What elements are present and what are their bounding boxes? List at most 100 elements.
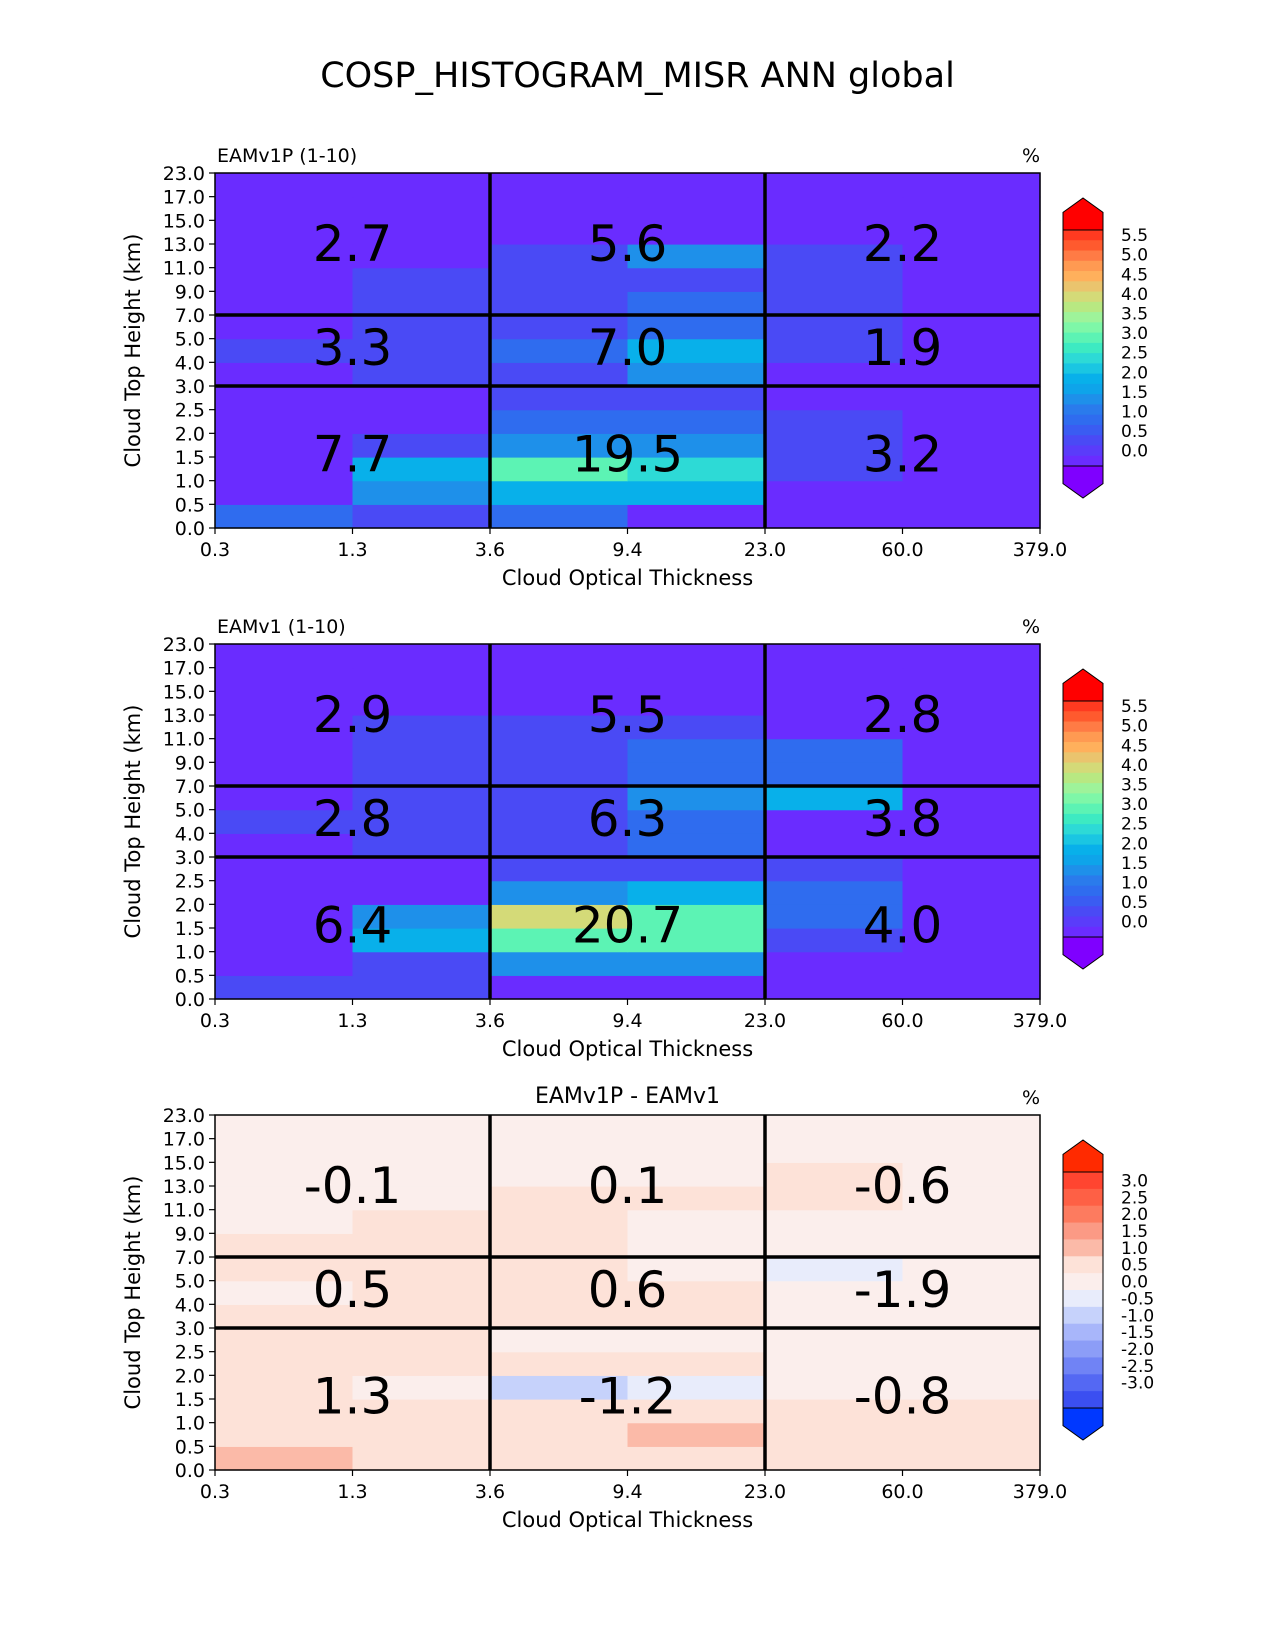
panel3-cell [352, 1138, 491, 1163]
panel3-colorbar-segment [1063, 1323, 1103, 1342]
panel2-colorbar-segment [1063, 895, 1103, 907]
panel3-cell [490, 1280, 629, 1305]
panel2-cell [215, 951, 354, 976]
panel2-cell [627, 691, 766, 716]
panel3-cell [765, 1209, 904, 1234]
panel3-cell [352, 1115, 491, 1140]
panel2-title: EAMv1 (1-10) [217, 616, 346, 638]
panel3-x-tick-label: 3.6 [475, 1481, 505, 1503]
panel2-cell [215, 975, 354, 1000]
panel1-cell [352, 433, 491, 458]
panel2-group-sum-label: 6.4 [313, 897, 393, 955]
panel2-cell [490, 951, 629, 976]
panel2-colorbar-tick-label: 1.5 [1121, 854, 1148, 874]
panel3-y-tick-label: 3.0 [175, 1318, 205, 1340]
panel2-cell [765, 880, 904, 905]
panel3-cell [490, 1304, 629, 1329]
panel1-cell [627, 244, 766, 269]
panel2-cell [352, 833, 491, 858]
panel1-cell [765, 267, 904, 292]
panel2-x-tick-label: 0.3 [200, 1010, 230, 1032]
panel2-colorbar-tick-label: 4.0 [1121, 756, 1148, 776]
panel3-x-tick-label: 60.0 [881, 1481, 923, 1503]
panel1-cell [902, 338, 1041, 363]
panel2-colorbar-segment [1063, 844, 1103, 856]
panel3-cell [215, 1162, 354, 1187]
panel1-y-tick-label: 15.0 [163, 210, 205, 232]
panel2-colorbar-segment [1063, 916, 1103, 928]
panel1-cell [352, 362, 491, 387]
panel2-colorbar-extension-high [1062, 668, 1104, 702]
panel3-colorbar-tick-label: -3.0 [1121, 1374, 1154, 1394]
panel2-cell [352, 715, 491, 740]
panel1-colorbar-tick-label: 2.5 [1121, 344, 1148, 364]
panel2-cell [215, 667, 354, 692]
panel3-group-sum-label: -1.9 [854, 1261, 952, 1319]
panel1-colorbar-segment [1063, 281, 1103, 293]
panel2-y-tick-label: 3.0 [175, 847, 205, 869]
panel2-y-tick-label: 15.0 [163, 681, 205, 703]
panel1-cell [215, 433, 354, 458]
panel1-cell [490, 244, 629, 269]
panel1-cell [352, 480, 491, 505]
panel3-cell [352, 1280, 491, 1305]
panel3-colorbar-segment [1063, 1222, 1103, 1240]
panel2-colorbar-segment [1063, 752, 1103, 764]
panel2-y-tick-label: 11.0 [163, 729, 205, 751]
panel1-cell [902, 196, 1041, 221]
panel1-cell [765, 338, 904, 363]
panel2-cell [215, 809, 354, 834]
panel1-colorbar-segment [1063, 342, 1103, 354]
panel2-y-tick-label: 7.0 [175, 776, 205, 798]
panel1-cell [902, 173, 1041, 198]
panel1-colorbar-segment [1063, 322, 1103, 334]
panel3-cell [902, 1162, 1041, 1187]
panel1-x-tick-label: 3.6 [475, 539, 505, 561]
panel2-cell [765, 691, 904, 716]
panel2-cell [490, 833, 629, 858]
panel1-x-tick-label: 23.0 [744, 539, 786, 561]
panel1-group-sum-label: 3.2 [863, 426, 943, 484]
panel2-cell [765, 833, 904, 858]
panel2-colorbar-segment [1063, 711, 1103, 723]
panel3-y-tick-label: 9.0 [175, 1223, 205, 1245]
panel2-x-tick-label: 23.0 [744, 1010, 786, 1032]
panel2-cell [627, 904, 766, 929]
panel3-colorbar-extension-high [1062, 1139, 1104, 1173]
panel2-colorbar-segment [1063, 772, 1103, 784]
panel2-cell [627, 644, 766, 669]
panel2-colorbar-tick-label: 0.5 [1121, 893, 1148, 913]
panel2-cell [902, 951, 1041, 976]
panel3-cell [765, 1138, 904, 1163]
panel2-colorbar-tick-label: 3.5 [1121, 775, 1148, 795]
panel1-cell [902, 386, 1041, 411]
panel3-cell [627, 1257, 766, 1282]
panel1-cell [627, 457, 766, 482]
panel3-cell [765, 1280, 904, 1305]
panel2-cell [215, 928, 354, 953]
panel2-colorbar-segment [1063, 885, 1103, 897]
panel2-cell [352, 975, 491, 1000]
panel2-cell [765, 738, 904, 763]
panel3-cell [765, 1446, 904, 1471]
panel2-colorbar-tick-label: 5.5 [1121, 697, 1148, 717]
panel2-cell [352, 904, 491, 929]
panel3-cell [902, 1375, 1041, 1400]
panel1-cell [490, 315, 629, 340]
panel1-colorbar-tick-label: 2.0 [1121, 363, 1148, 383]
panel2-cell [902, 928, 1041, 953]
panel1-cell [490, 173, 629, 198]
panel2-cell [765, 715, 904, 740]
panel2-cell [765, 786, 904, 811]
panel1-colorbar-frame [1062, 229, 1104, 467]
panel3-colorbar-tick-label: 0.5 [1121, 1256, 1148, 1276]
panel3-cell [765, 1422, 904, 1447]
panel1-cell [765, 433, 904, 458]
panel1-colorbar-tick-label: 0.5 [1121, 422, 1148, 442]
panel2-colorbar-extension-low [1062, 936, 1104, 970]
panel3-cell [215, 1257, 354, 1282]
panel2-colorbar-segment [1063, 742, 1103, 753]
panel3-cell [765, 1304, 904, 1329]
panel2-colorbar-segment [1063, 865, 1103, 876]
panel3-cell [352, 1422, 491, 1447]
